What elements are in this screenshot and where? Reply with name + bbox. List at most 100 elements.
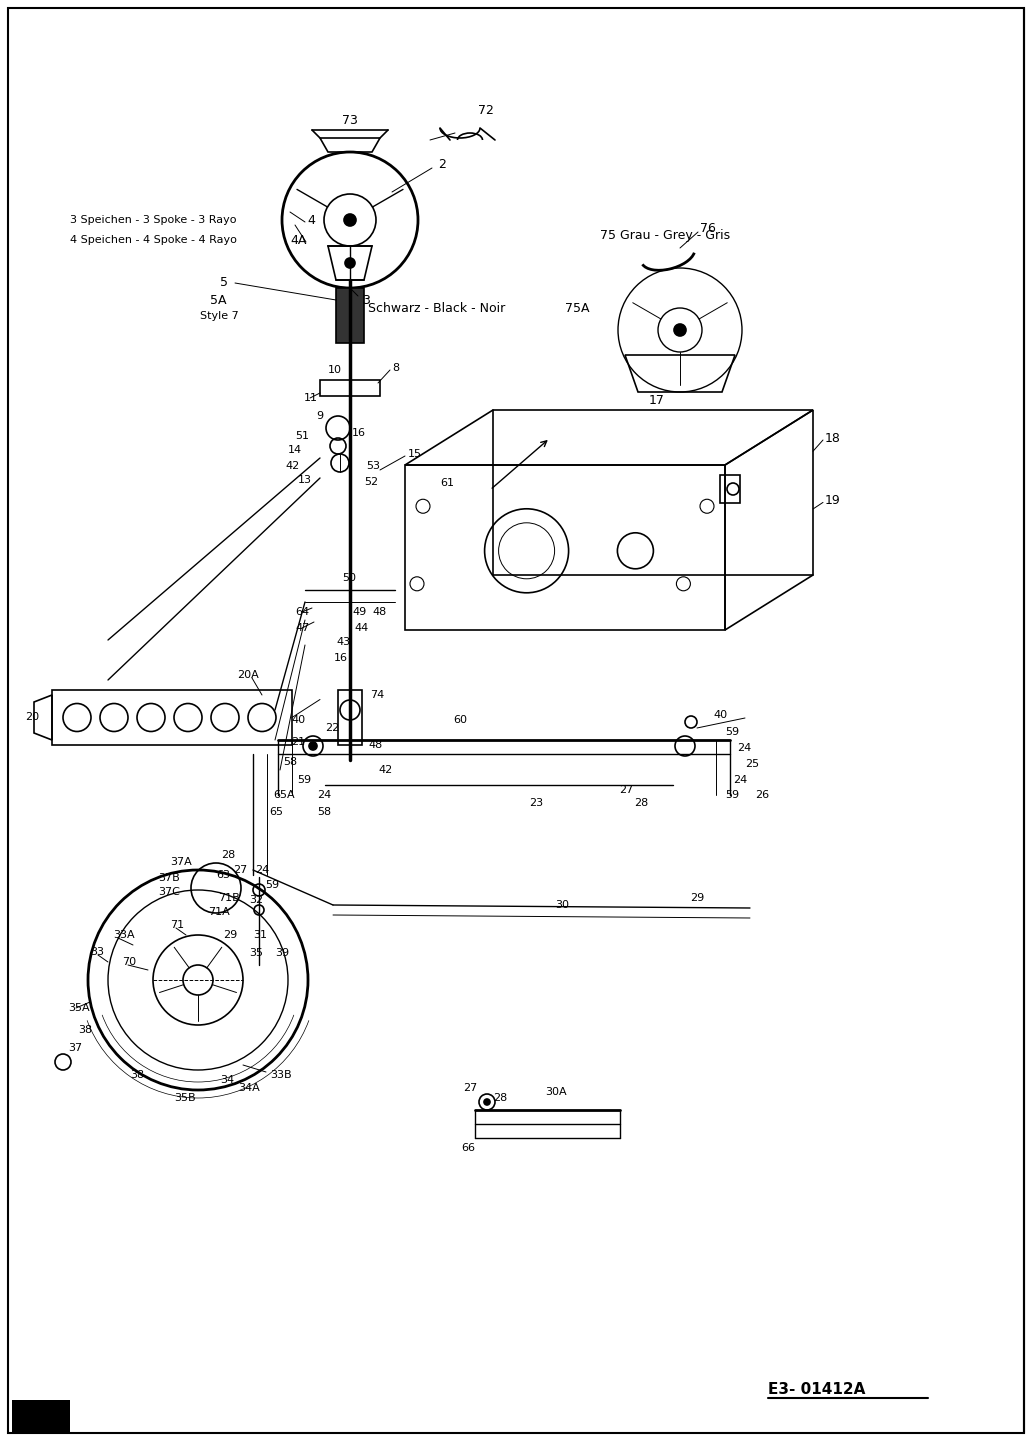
Bar [720,476,740,503]
Bar [336,288,364,343]
Text: 37: 37 [68,1043,83,1053]
Text: 5A: 5A [209,294,226,307]
Text: 4A: 4A [290,233,307,246]
Text: 40: 40 [713,710,728,720]
Text: 74: 74 [370,690,384,700]
Text: 49: 49 [352,607,366,617]
Text: 24: 24 [737,744,751,754]
Text: 59: 59 [725,728,739,736]
Text: 18: 18 [825,431,841,444]
Text: 75 Grau - Grey - Gris: 75 Grau - Grey - Gris [600,229,730,242]
Text: 34A: 34A [238,1084,260,1094]
Text: 50: 50 [342,574,356,584]
Text: 14: 14 [288,445,302,455]
Text: Schwarz - Black - Noir: Schwarz - Black - Noir [368,301,506,314]
Text: 16: 16 [352,428,366,438]
Text: 28: 28 [221,850,235,860]
Text: 27: 27 [619,785,634,795]
Text: 52: 52 [364,477,378,487]
Text: 71B: 71B [218,893,239,904]
Text: 17: 17 [648,393,664,406]
Text: E3- 01412A: E3- 01412A [768,1382,866,1398]
Text: 25: 25 [745,759,760,769]
Text: 64: 64 [295,607,310,617]
Circle shape [674,324,686,336]
Text: 26: 26 [755,790,769,800]
Text: 20: 20 [25,712,39,722]
Text: 37A: 37A [170,857,192,867]
Text: 35: 35 [249,948,263,958]
Text: 48: 48 [368,741,382,749]
Text: 23: 23 [529,798,543,808]
Circle shape [344,215,356,226]
Text: 58: 58 [317,807,331,817]
Text: 20A: 20A [237,670,259,680]
Text: 38: 38 [130,1071,144,1079]
Text: 37B: 37B [158,873,180,883]
Text: 11: 11 [304,393,318,403]
Circle shape [183,965,213,994]
Text: 58: 58 [283,757,297,767]
Text: 48: 48 [372,607,386,617]
Text: 53: 53 [366,461,380,471]
Text: 75A: 75A [565,301,589,314]
Text: 73: 73 [342,114,358,127]
Bar [12,1401,70,1432]
Bar [338,690,362,745]
Text: 47: 47 [295,623,310,633]
Text: 5: 5 [220,275,228,288]
Circle shape [309,742,317,749]
Text: 28: 28 [493,1094,508,1102]
Text: 10: 10 [328,365,342,375]
Text: 65A: 65A [273,790,294,800]
Text: 4: 4 [307,213,315,226]
Text: 30: 30 [555,901,569,911]
Text: 32: 32 [249,895,263,905]
Text: 63: 63 [216,870,230,880]
Text: 27: 27 [463,1084,477,1094]
Text: 59: 59 [725,790,739,800]
Text: 4 Speichen - 4 Spoke - 4 Rayo: 4 Speichen - 4 Spoke - 4 Rayo [70,235,237,245]
Text: 39: 39 [275,948,289,958]
Text: 21: 21 [291,736,305,746]
Text: 76: 76 [700,222,716,235]
Text: 24: 24 [255,865,269,875]
Text: 35A: 35A [68,1003,90,1013]
Bar [52,690,292,745]
Bar [405,465,725,630]
Text: 15: 15 [408,450,422,460]
Text: 33A: 33A [112,929,134,940]
Text: 3 Speichen - 3 Spoke - 3 Rayo: 3 Speichen - 3 Spoke - 3 Rayo [70,215,236,225]
Text: 59: 59 [297,775,311,785]
Text: 71A: 71A [208,906,230,916]
Text: 33B: 33B [270,1071,292,1079]
Text: 27: 27 [233,865,248,875]
Text: 30A: 30A [545,1087,567,1097]
Text: 31: 31 [253,929,267,940]
Text: 16: 16 [334,653,348,663]
Text: 8: 8 [392,363,399,373]
Circle shape [484,1099,490,1105]
Text: 44: 44 [354,623,368,633]
Text: 29: 29 [690,893,704,904]
Text: 42: 42 [285,461,299,471]
Text: 38: 38 [78,1025,92,1035]
Text: 51: 51 [295,431,309,441]
Text: 24: 24 [733,775,747,785]
Text: 33: 33 [90,947,104,957]
Text: 28: 28 [634,798,648,808]
Text: 59: 59 [265,880,279,891]
Text: 29: 29 [223,929,237,940]
Text: 2: 2 [438,159,446,171]
Text: 71: 71 [170,919,184,929]
Text: 66: 66 [461,1143,475,1153]
Circle shape [345,258,355,268]
Text: 3: 3 [362,294,369,307]
Text: 72: 72 [478,104,494,117]
Text: 37C: 37C [158,888,180,896]
Text: 61: 61 [440,478,454,488]
Text: 70: 70 [122,957,136,967]
Text: 19: 19 [825,494,841,507]
Bar [320,380,380,396]
Text: Style 7: Style 7 [200,311,238,321]
